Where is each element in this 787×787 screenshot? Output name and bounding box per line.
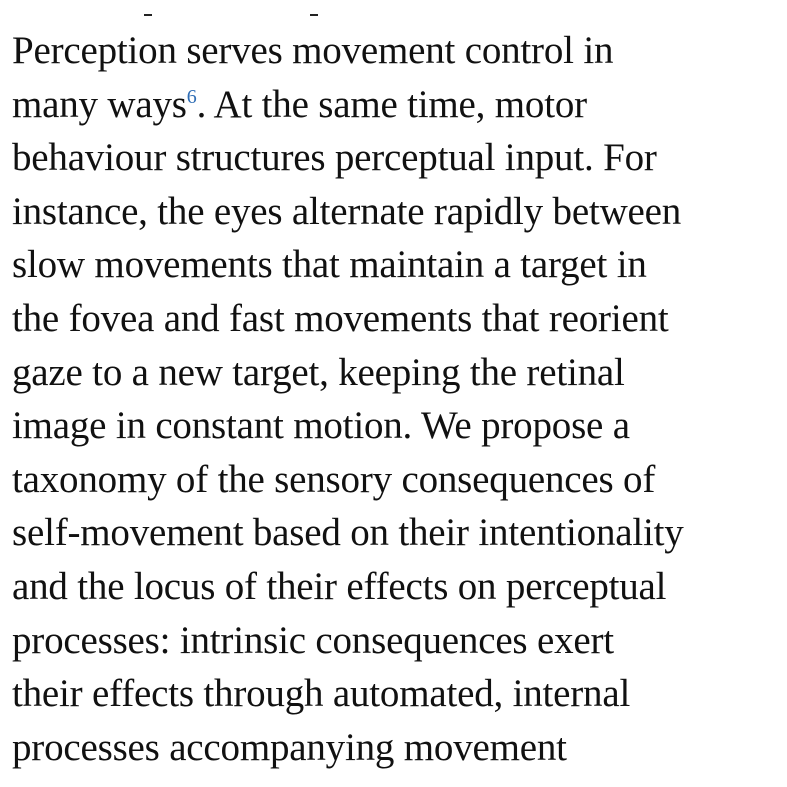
paragraph-line: behaviour structures perceptual input. F… (12, 136, 657, 180)
text-fragment-mark (144, 14, 152, 16)
paragraph-line: self-movement based on their intentional… (12, 511, 684, 555)
paragraph-line: many ways6. At the same time, motor (12, 78, 782, 132)
paragraph-line: instance, the eyes alternate rapidly bet… (12, 189, 682, 233)
paragraph-line: processes accompanying movement (12, 725, 567, 769)
abstract-paragraph: Perception serves movement control in ma… (12, 24, 782, 774)
reference-link[interactable]: 6 (186, 85, 197, 108)
text-fragment-mark (310, 14, 318, 16)
paragraph-line: their effects through automated, interna… (12, 672, 631, 716)
paragraph-line: image in constant motion. We propose a (12, 404, 630, 448)
line-text: many ways (12, 82, 187, 126)
paragraph-line: slow movements that maintain a target in (12, 243, 647, 287)
paragraph-line: the fovea and fast movements that reorie… (12, 296, 669, 340)
cropped-text-remnant (140, 14, 340, 18)
paragraph-line: processes: intrinsic consequences exert (12, 618, 614, 662)
paragraph-line: taxonomy of the sensory consequences of (12, 457, 656, 501)
paragraph-line: and the locus of their effects on percep… (12, 564, 667, 608)
line-text: . At the same time, motor (196, 82, 588, 126)
paragraph-line: gaze to a new target, keeping the retina… (12, 350, 625, 394)
paragraph-line: Perception serves movement control in (12, 29, 614, 72)
